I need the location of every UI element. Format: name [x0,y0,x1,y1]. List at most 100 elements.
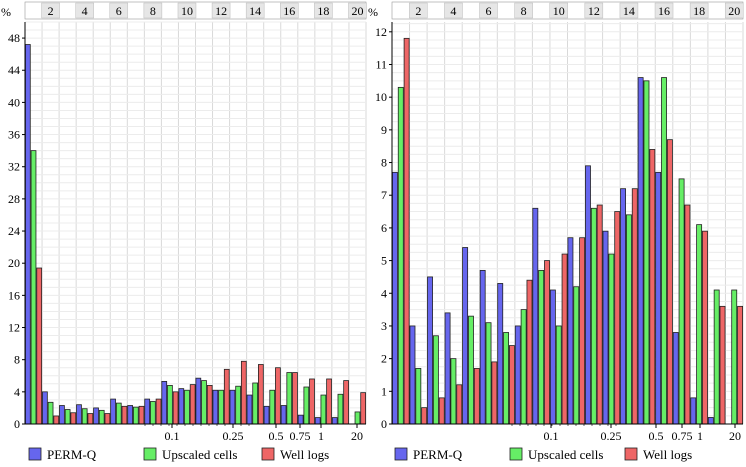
bar-well-logs [155,398,162,425]
bar-upscaled-cells [47,401,54,425]
bar-upscaled-cells [252,382,259,425]
y-tick-label: 12 [375,25,387,39]
legend-swatch [509,447,523,461]
bar-perm-q [195,377,202,425]
bar-upscaled-cells [731,289,738,425]
bar-upscaled-cells [538,269,545,425]
bar-upscaled-cells [520,309,527,425]
y-tick-label: 48 [8,31,20,45]
y-tick-label: 40 [8,95,20,109]
legend-swatch [28,447,42,461]
bar-well-logs [309,378,315,425]
bar-well-logs [579,237,586,425]
bar-well-logs [189,384,196,425]
y-tick-label: 2 [381,352,387,366]
bar-well-logs [666,139,673,425]
top-tick-label: 4 [82,4,88,18]
y-tick-label: 28 [8,192,20,206]
bar-well-logs [631,188,638,425]
top-tick-box [41,2,60,19]
bar-perm-q [497,283,504,425]
bar-well-logs [292,372,298,425]
top-tick-label: 14 [249,4,261,18]
y-tick-label: 0 [381,417,387,431]
bar-perm-q [24,44,31,425]
top-tick-label: 16 [658,4,670,18]
bar-upscaled-cells [81,408,88,425]
bar-perm-q [514,325,521,425]
top-tick-label: 12 [588,4,600,18]
bar-perm-q [585,165,591,425]
top-tick-box [348,2,367,19]
bar-perm-q [110,398,116,425]
bar-perm-q [263,405,270,425]
bar-perm-q [672,332,679,425]
legend-label: Upscaled cells [162,447,237,462]
y-tick-label: 12 [8,321,20,335]
bar-upscaled-cells [269,389,276,425]
bar-upscaled-cells [573,286,580,425]
bar-well-logs [104,413,111,425]
legend-label: PERM-Q [47,447,97,462]
top-tick-box [584,2,604,19]
top-tick-box [211,2,231,19]
bar-upscaled-cells [397,86,404,425]
bar-upscaled-cells [696,224,703,425]
bar-upscaled-cells [98,409,105,425]
top-tick-label: 10 [553,4,565,18]
bar-well-logs [87,413,94,425]
bar-perm-q [76,404,82,425]
bar-perm-q [178,388,185,425]
y-tick-label: 10 [375,90,387,104]
x-tick-label: 0.25 [601,429,622,443]
bar-well-logs [526,279,533,425]
top-tick-label: 2 [48,4,54,18]
top-tick-box [143,2,163,19]
bar-perm-q [707,417,714,425]
bar-upscaled-cells [354,411,361,425]
y-tick-label: 9 [381,123,387,137]
bar-well-logs [702,230,708,425]
bar-well-logs [138,405,145,425]
x-minor-ticks [144,424,250,426]
bar-upscaled-cells [320,394,327,425]
x-tick-label: 20 [351,429,363,443]
bar-perm-q [567,237,574,425]
bar-perm-q [532,207,539,425]
top-tick-box [177,2,197,19]
y-tick-label: 44 [8,63,20,77]
bar-well-logs [240,360,247,425]
legend-label: Well logs [643,447,692,462]
y-tick-label: 36 [8,128,20,142]
bar-perm-q [655,171,662,425]
bar-well-logs [121,405,128,425]
y-tick-label: 6 [381,221,387,235]
bar-upscaled-cells [608,253,615,425]
top-tick-box [75,2,94,19]
bar-perm-q [620,188,626,425]
y-tick-label: 7 [381,188,387,202]
bar-perm-q [212,389,219,425]
x-minor-ticks [511,424,617,426]
bar-upscaled-cells [303,386,310,425]
top-tick-label: 6 [486,4,492,18]
top-tick-box [689,2,709,19]
legend-swatch [143,447,157,461]
bar-well-logs [544,260,550,425]
legend: PERM-Q Upscaled cells Well logs [28,447,329,462]
bar-upscaled-cells [661,77,667,425]
top-tick-box [314,2,333,19]
bar-perm-q [409,325,416,425]
y-tick-label: 3 [381,319,387,333]
bar-upscaled-cells [337,393,344,425]
bar-well-logs [719,305,726,425]
bar-perm-q [444,312,451,425]
bar-upscaled-cells [485,322,492,425]
bar-well-logs [596,204,603,425]
top-tick-label: 8 [521,4,527,18]
y-unit-label: % [1,5,11,19]
bar-well-logs [53,415,60,425]
top-axis: 2 4 6 8 10 12 14 16 18 20 [391,1,744,20]
y-tick-label: 20 [8,256,20,270]
top-axis: 2 4 6 8 10 12 14 16 18 20 [24,1,367,20]
